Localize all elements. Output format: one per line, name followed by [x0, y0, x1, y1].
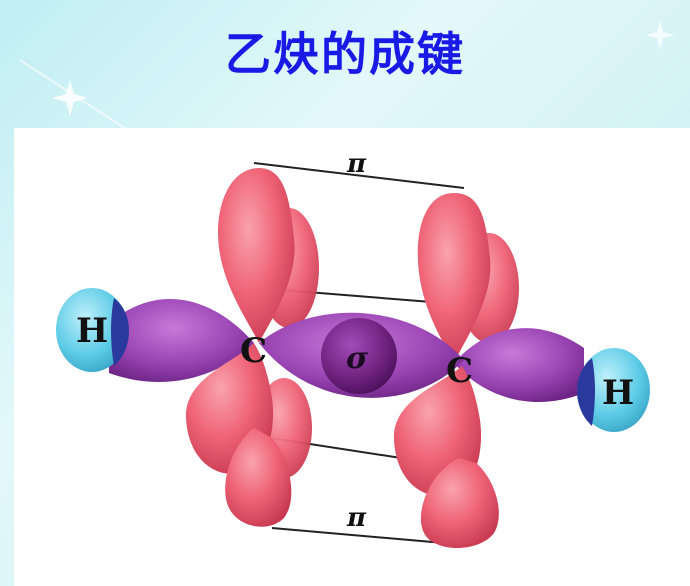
atom-label-c-right: C	[446, 351, 473, 391]
acetylene-bond-diagram: H C C H σ π π	[56, 149, 650, 548]
sigma-orbital-right	[454, 328, 584, 402]
pi-orbital-bottom	[185, 343, 499, 548]
slide-title: 乙炔的成键	[225, 27, 465, 81]
pi-orbital-top	[218, 168, 491, 363]
sigma-orbital-left	[109, 299, 254, 382]
atom-label-h-left: H	[76, 311, 108, 351]
diagram-panel: H C C H σ π π	[14, 128, 690, 586]
atom-label-h-right: H	[602, 373, 634, 413]
hydrogen-right	[577, 348, 650, 432]
sparkle-decoration	[645, 20, 675, 50]
atom-label-c-left: C	[240, 331, 267, 371]
hydrogen-left	[56, 288, 129, 372]
sigma-bond-cc	[259, 312, 464, 398]
sigma-bond-label: σ	[346, 341, 369, 376]
pi-bond-label-top: π	[346, 149, 367, 179]
pi-bond-label-bottom: π	[346, 503, 367, 533]
